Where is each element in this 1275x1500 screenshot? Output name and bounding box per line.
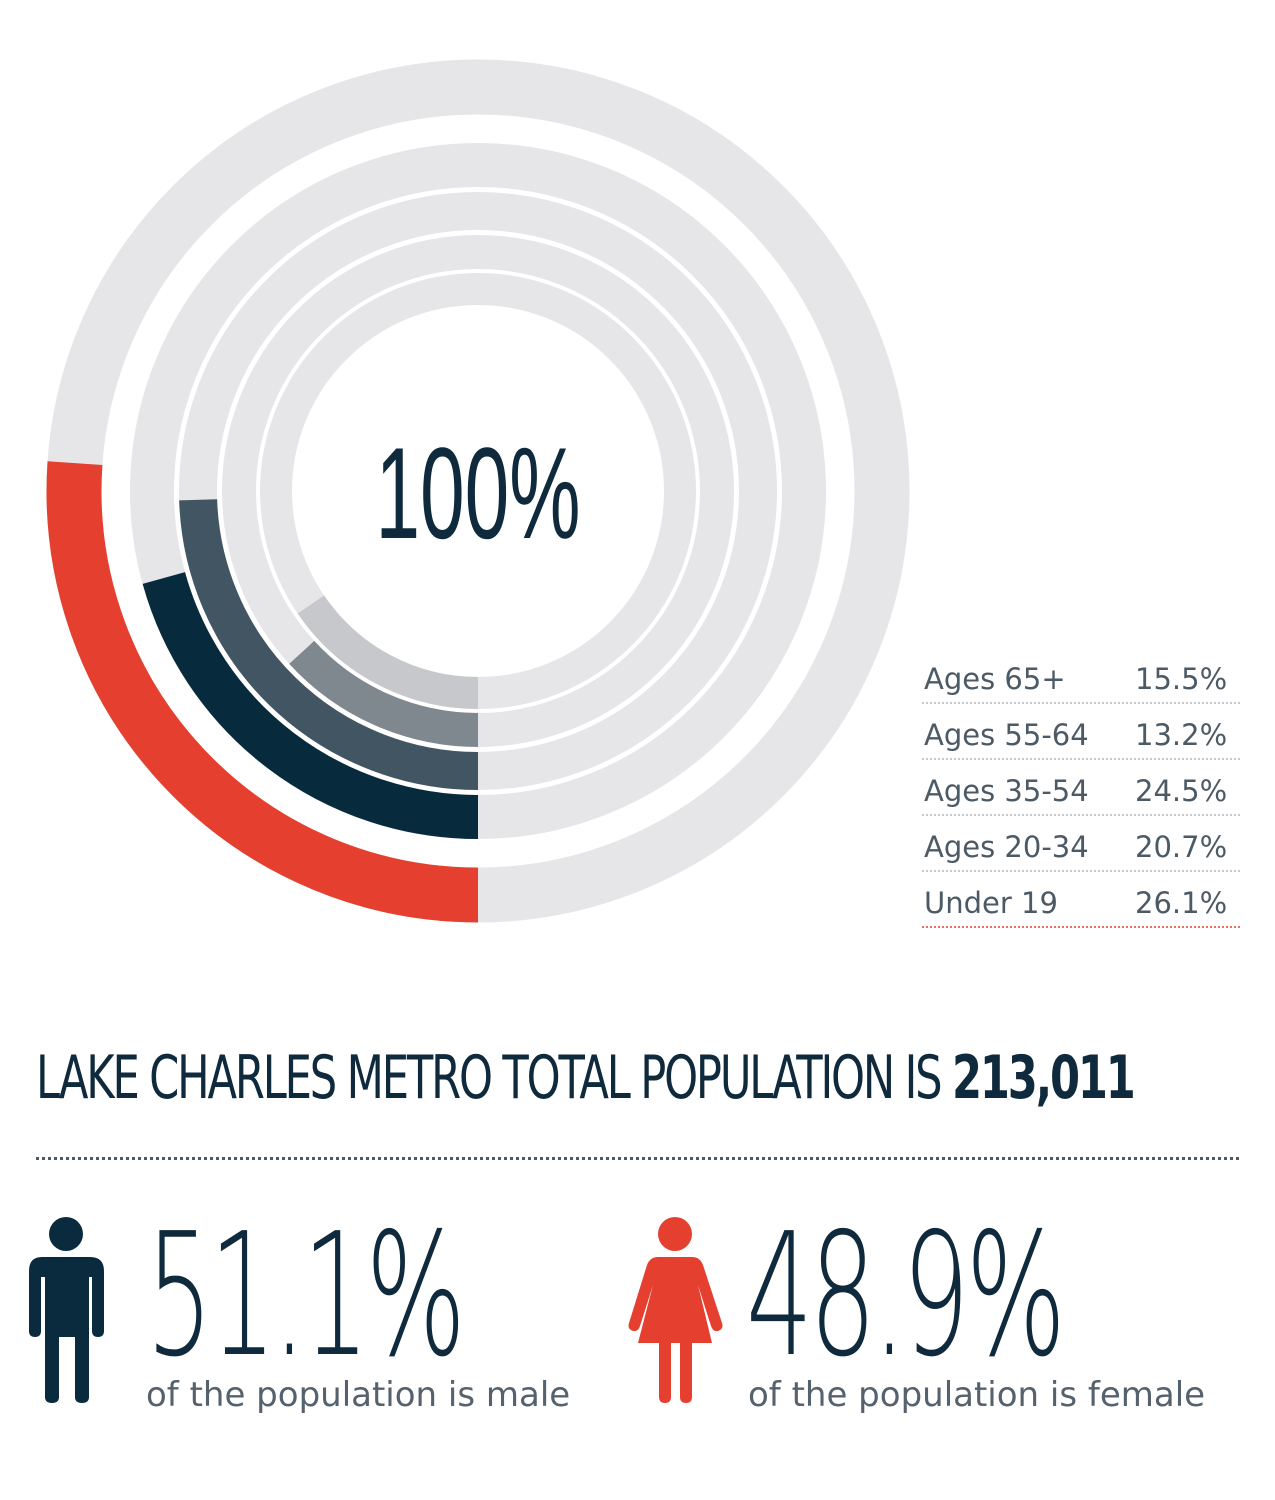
legend-row: Ages 20-34 20.7% [922, 816, 1240, 872]
female-caption: of the population is female [748, 1375, 1206, 1415]
legend-row: Ages 35-54 24.5% [922, 760, 1240, 816]
ring-bars [46, 461, 479, 923]
legend-row: Ages 65+ 15.5% [922, 648, 1240, 704]
legend-row: Ages 55-64 13.2% [922, 704, 1240, 760]
headline-line: LAKE CHARLES METRO TOTAL POPULATION IS 2… [36, 1038, 1136, 1118]
legend-value: 20.7% [1135, 830, 1228, 864]
center-total-label: 100% [376, 420, 581, 566]
dotted-divider [36, 1157, 1239, 1160]
legend-value: 15.5% [1135, 662, 1228, 696]
legend-label: Ages 35-54 [924, 774, 1089, 808]
male-percentage: 51.1% [146, 1197, 466, 1395]
ring-bar [289, 640, 479, 747]
ring-bar [297, 595, 479, 709]
legend-row: Under 19 26.1% [922, 872, 1240, 928]
chart-legend: Ages 65+ 15.5% Ages 55-64 13.2% Ages 35-… [922, 648, 1240, 928]
population-headline: LAKE CHARLES METRO TOTAL POPULATION IS 2… [36, 1038, 1246, 1118]
headline-total-number: 213,011 [952, 1043, 1136, 1113]
legend-label: Ages 20-34 [924, 830, 1089, 864]
legend-value: 13.2% [1135, 718, 1228, 752]
legend-value: 26.1% [1135, 886, 1228, 920]
legend-label: Ages 55-64 [924, 718, 1089, 752]
ring-bar [142, 572, 479, 839]
radial-bar-chart: 100% [46, 59, 910, 923]
legend-value: 24.5% [1135, 774, 1228, 808]
female-person-icon [628, 1217, 723, 1403]
female-percentage: 48.9% [746, 1197, 1066, 1395]
male-person-icon [29, 1217, 104, 1403]
ring-bar [179, 499, 479, 790]
legend-label: Ages 65+ [924, 662, 1066, 696]
legend-label: Under 19 [924, 886, 1058, 920]
ring-bar [46, 461, 479, 923]
headline-text: LAKE CHARLES METRO TOTAL POPULATION IS [36, 1043, 943, 1113]
male-caption: of the population is male [146, 1375, 571, 1415]
